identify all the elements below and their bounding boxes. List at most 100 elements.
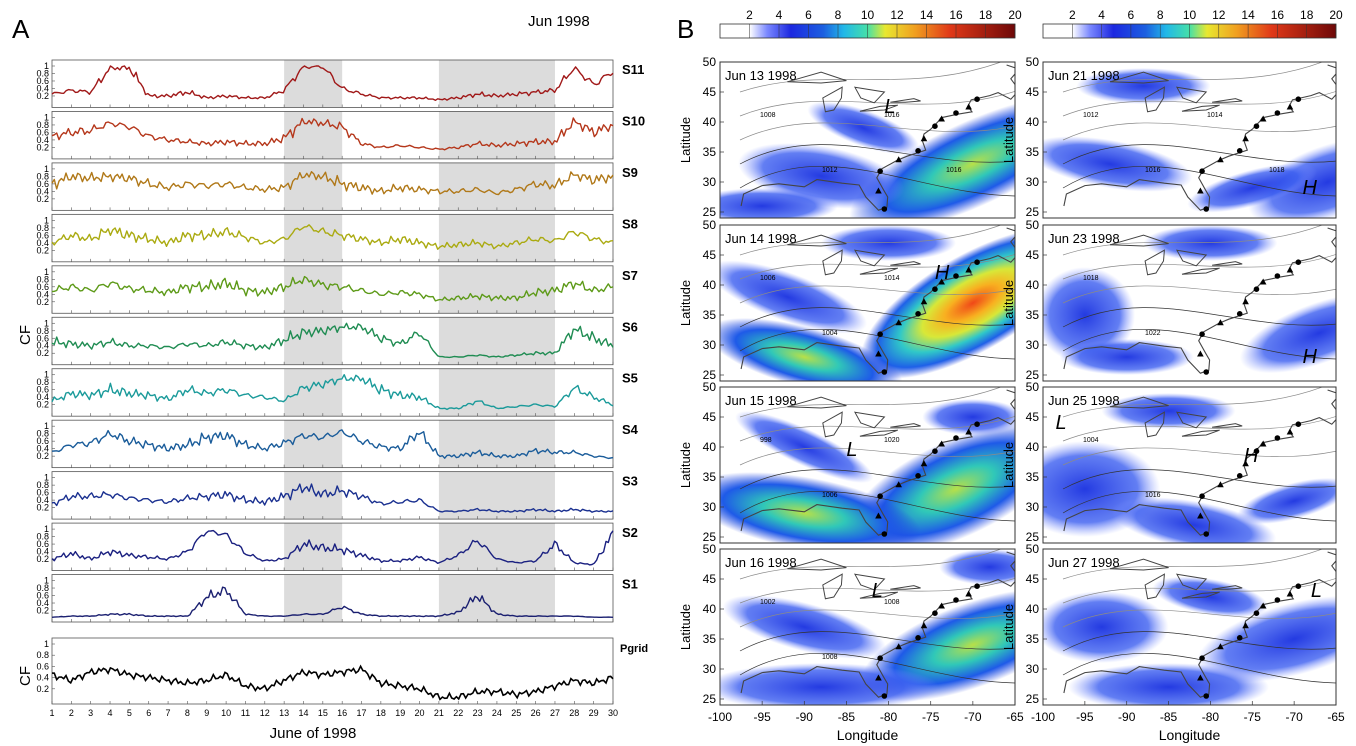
precip-region: [807, 101, 920, 155]
y-tick-label: 25: [703, 530, 717, 544]
map-date-label: Jun 27 1998: [1048, 555, 1120, 570]
great-lake: [1109, 558, 1169, 571]
x-tick-label: -90: [1118, 710, 1136, 724]
y-axis-label: Latitude: [1001, 117, 1016, 163]
y-axis-label: Latitude: [678, 117, 693, 163]
precip-region: [1187, 163, 1318, 213]
y-tick-label: 25: [1026, 205, 1040, 219]
series-label-s6: S6: [622, 319, 638, 334]
y-tick-label: 45: [1026, 248, 1040, 262]
isobar-label: 1014: [884, 275, 900, 282]
y-tick-label: 0.4: [36, 673, 49, 683]
series-line-s5: [51, 374, 614, 411]
series-label-s1: S1: [622, 577, 638, 592]
y-tick-label: 25: [1026, 692, 1040, 706]
colorbar-tick-label: 8: [835, 8, 842, 22]
precip-field: 1012 1016 1014 1018 H: [1043, 62, 1336, 218]
isobar-line: [739, 609, 1015, 628]
y-tick-label: 0.4: [36, 135, 49, 145]
precip-region: [1248, 137, 1336, 218]
panel-b-letter: B: [677, 14, 694, 44]
y-tick-label: 40: [1026, 115, 1040, 129]
great-lake: [853, 86, 886, 104]
isobar-line: [739, 166, 1015, 197]
station-dot-marker: [877, 493, 883, 500]
y-tick-label: 45: [703, 85, 717, 99]
station-dot-marker: [1236, 148, 1243, 154]
station-dot-marker: [1203, 206, 1210, 212]
isobar-line: [1062, 144, 1336, 165]
panel-a-x-title: June of 1998: [270, 725, 357, 742]
isobar-line: [1062, 122, 1336, 141]
station-triangle-marker: [1217, 319, 1224, 326]
shaded-period-1: [284, 368, 343, 417]
subplot-frame: [51, 574, 614, 623]
x-tick-label: 6: [146, 708, 151, 718]
station-triangle-marker: [965, 103, 972, 110]
x-tick-label: 5: [127, 708, 132, 718]
y-tick-label: 1: [44, 318, 49, 328]
colorbar-tick-label: 12: [1212, 8, 1226, 22]
y-tick-label: 0.8: [36, 171, 49, 181]
y-tick-label: 0.6: [36, 333, 49, 343]
colorbar-tick-label: 20: [1008, 8, 1022, 22]
x-tick-label: -100: [1031, 710, 1055, 724]
isobar-line: [739, 144, 1015, 165]
y-axis-label: Latitude: [678, 280, 693, 326]
isobar-label: 1022: [1145, 330, 1161, 337]
y-tick-label: 0.8: [36, 274, 49, 284]
y-axis-label: Latitude: [678, 604, 693, 650]
isobar-label: 1002: [760, 599, 776, 606]
series-line-s1: [51, 586, 614, 618]
y-tick-label: 0.8: [36, 583, 49, 593]
station-triangle-marker: [938, 278, 945, 285]
coastline: [740, 227, 1015, 374]
colorbar-tick-label: 2: [1069, 8, 1076, 22]
isobar-line: [739, 329, 1015, 360]
great-lake: [859, 267, 898, 275]
y-tick-label: 40: [1026, 278, 1040, 292]
great-lake: [1144, 411, 1165, 438]
y-tick-label: 0.6: [36, 127, 49, 137]
y-tick-label: 40: [1026, 440, 1040, 454]
station-triangle-marker: [895, 481, 902, 488]
precip-region: [1059, 339, 1194, 375]
precip-region: [1068, 663, 1269, 705]
isobar-line: [739, 631, 1015, 652]
station-triangle-marker: [965, 428, 972, 435]
y-tick-label: 25: [703, 692, 717, 706]
great-lake: [822, 86, 843, 113]
station-triangle-marker: [1217, 643, 1224, 650]
isobar-label: 1006: [822, 492, 838, 499]
shaded-period-1: [284, 523, 343, 571]
subplot-s1: 0.20.40.60.81 S1: [36, 574, 638, 623]
series-label-pgrid: Pgrid: [620, 643, 648, 655]
station-dot-marker: [1253, 610, 1260, 616]
x-tick-label: -95: [1076, 710, 1094, 724]
station-dot-marker: [974, 259, 980, 266]
isobar-line: [739, 122, 1015, 141]
series-line-s8: [51, 224, 614, 250]
y-tick-label: 30: [1026, 662, 1040, 676]
shaded-period-1: [284, 60, 343, 108]
isobar-line: [1062, 609, 1336, 628]
isobar-line: [1062, 285, 1336, 304]
great-lake: [853, 573, 886, 591]
x-tick-label: 24: [492, 708, 502, 718]
series-line-s11: [51, 65, 614, 102]
coastline: [740, 64, 1015, 211]
station-triangle-marker: [1242, 460, 1249, 467]
y-tick-label: 30: [703, 662, 717, 676]
y-tick-label: 25: [1026, 368, 1040, 382]
colorbar-tick-label: 14: [920, 8, 934, 22]
series-label-s4: S4: [622, 422, 639, 437]
x-tick-label: 29: [589, 708, 599, 718]
great-lake: [1175, 86, 1208, 104]
series-label-s2: S2: [622, 525, 638, 540]
precip-region: [1237, 477, 1336, 525]
y-tick-label: 0.4: [36, 289, 49, 299]
y-tick-label: 35: [1026, 145, 1040, 159]
pressure-center-l: L: [872, 580, 883, 602]
panel-a-y-label: CF: [17, 325, 34, 345]
